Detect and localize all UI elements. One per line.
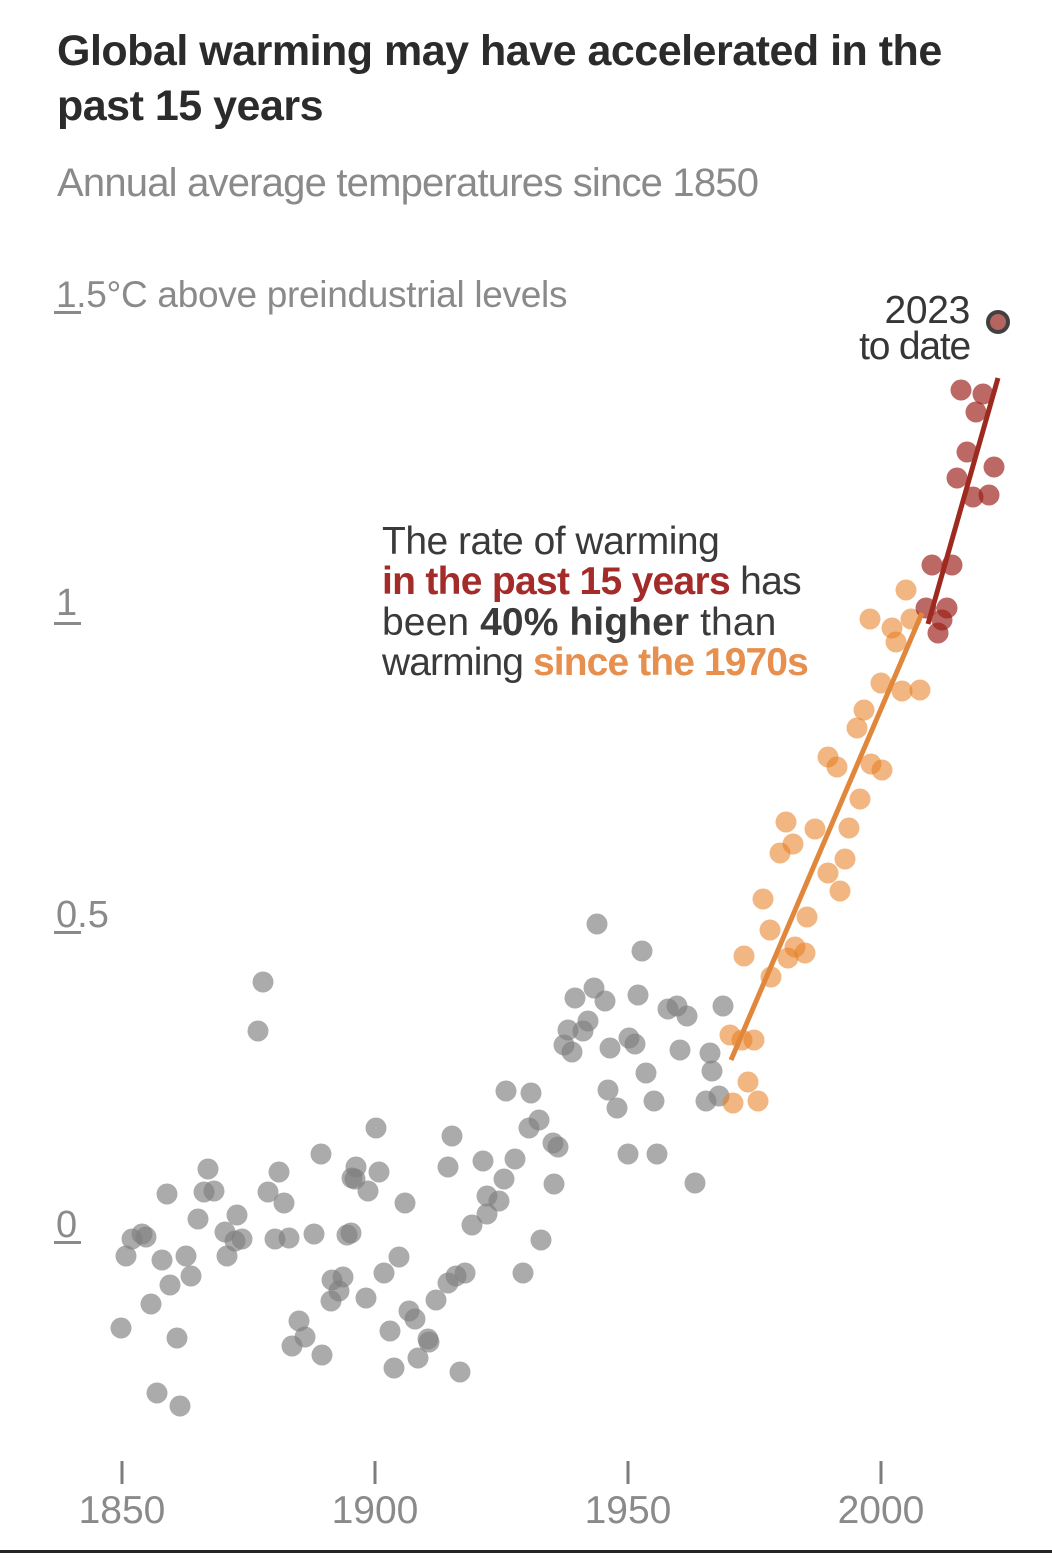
svg-text:2023: 2023 — [884, 289, 970, 332]
svg-text:been 40% higher than: been 40% higher than — [382, 601, 776, 644]
svg-text:Global warming may have accele: Global warming may have accelerated in t… — [57, 27, 942, 75]
svg-text:0: 0 — [56, 1204, 77, 1246]
svg-text:1900: 1900 — [332, 1489, 419, 1532]
svg-text:2000: 2000 — [838, 1489, 925, 1532]
svg-text:Annual average temperatures si: Annual average temperatures since 1850 — [57, 161, 758, 205]
svg-text:1.5°C above preindustrial leve: 1.5°C above preindustrial levels — [56, 274, 567, 315]
svg-text:past 15 years: past 15 years — [57, 82, 323, 130]
svg-text:The rate of warming: The rate of warming — [382, 520, 719, 563]
svg-text:1: 1 — [56, 582, 77, 624]
svg-text:in the past 15 years has: in the past 15 years has — [382, 560, 801, 603]
svg-text:1850: 1850 — [79, 1489, 166, 1532]
svg-text:to date: to date — [859, 325, 970, 368]
svg-text:1950: 1950 — [585, 1489, 672, 1532]
svg-text:0.5: 0.5 — [56, 894, 109, 936]
svg-text:warming since the 1970s: warming since the 1970s — [381, 641, 808, 684]
